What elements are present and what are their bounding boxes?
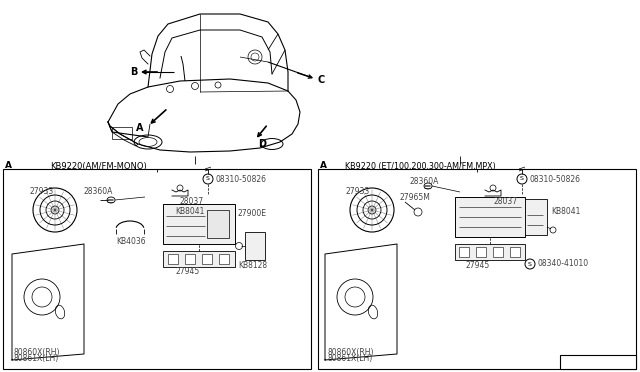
Bar <box>510 247 520 257</box>
Text: 08310-50826: 08310-50826 <box>529 174 580 183</box>
Bar <box>207 210 229 238</box>
Text: A: A <box>320 161 327 170</box>
Bar <box>219 254 229 264</box>
Bar <box>476 247 486 257</box>
Bar <box>455 197 525 237</box>
Text: 28360A: 28360A <box>410 176 440 186</box>
Bar <box>459 247 469 257</box>
Text: D: D <box>258 139 266 149</box>
Text: B: B <box>130 67 138 77</box>
Text: KB9220 (ET/100,200,300-AM/FM,MPX): KB9220 (ET/100,200,300-AM/FM,MPX) <box>345 161 496 170</box>
Text: 27945: 27945 <box>175 267 199 276</box>
Text: KB4036: KB4036 <box>116 237 146 247</box>
Text: S: S <box>206 176 210 182</box>
Bar <box>455 244 525 260</box>
Text: 28037: 28037 <box>494 196 518 205</box>
Bar <box>493 247 503 257</box>
Text: 27933: 27933 <box>345 187 369 196</box>
Bar <box>185 254 195 264</box>
Text: 27945: 27945 <box>465 260 489 269</box>
Text: A280Y 00:5: A280Y 00:5 <box>567 357 611 366</box>
Text: S: S <box>528 262 532 266</box>
Text: 08340-41010: 08340-41010 <box>537 260 588 269</box>
Text: A: A <box>5 161 12 170</box>
Text: 28360A: 28360A <box>83 187 113 196</box>
Bar <box>525 199 547 235</box>
Bar <box>560 355 636 369</box>
Text: 28037: 28037 <box>180 198 204 206</box>
Bar <box>318 169 636 369</box>
Text: S: S <box>520 176 524 182</box>
Text: 80861X(LH): 80861X(LH) <box>327 355 372 363</box>
Text: 08310-50826: 08310-50826 <box>215 174 266 183</box>
Text: 80860X(RH): 80860X(RH) <box>13 347 60 356</box>
Text: A: A <box>136 123 143 133</box>
Text: KB8041: KB8041 <box>175 206 204 215</box>
Text: 27933: 27933 <box>30 187 54 196</box>
Text: 80860X(RH): 80860X(RH) <box>327 347 374 356</box>
Text: KB8041: KB8041 <box>551 206 580 215</box>
Bar <box>245 232 265 260</box>
Bar <box>168 254 178 264</box>
Bar <box>202 254 212 264</box>
Bar <box>163 251 235 267</box>
Bar <box>163 204 235 244</box>
Text: 80861X(LH): 80861X(LH) <box>13 355 58 363</box>
Bar <box>112 127 132 139</box>
Text: C: C <box>318 75 325 85</box>
Text: 27900E: 27900E <box>238 209 267 218</box>
Text: 27965M: 27965M <box>400 193 431 202</box>
Text: KB8128: KB8128 <box>238 260 267 269</box>
Bar <box>3 169 311 369</box>
Text: KB9220(AM/FM-MONO): KB9220(AM/FM-MONO) <box>50 161 147 170</box>
